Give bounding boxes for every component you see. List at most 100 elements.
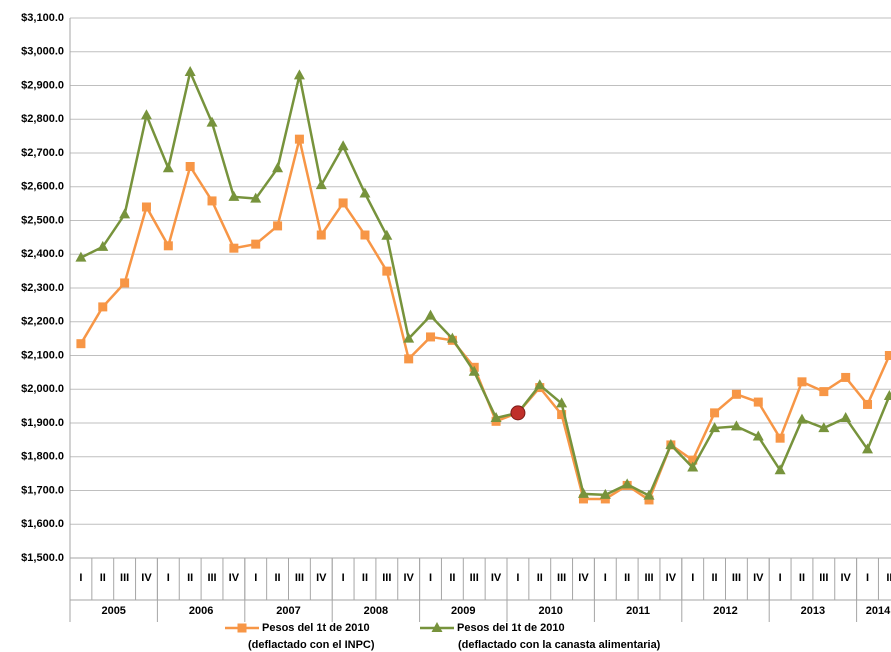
y-tick-label: $1,900.0 [21,417,64,429]
marker [774,464,786,475]
marker [557,410,567,420]
legend-label: Pesos del 1t de 2010 [262,622,370,634]
marker [752,430,764,441]
y-tick-label: $2,400.0 [21,248,64,260]
marker [753,397,763,407]
y-tick-label: $2,800.0 [21,113,64,125]
series-line [79,138,891,502]
marker [426,332,436,342]
x-tick-label: IV [666,572,677,584]
x-group-label: 2008 [364,605,388,617]
marker [818,422,830,433]
marker [360,230,370,240]
legend-marker [431,622,443,632]
marker [775,433,785,443]
x-tick-label: IV [753,572,764,584]
y-tick-label: $1,700.0 [21,484,64,496]
x-tick-label: III [207,572,216,584]
marker [840,411,852,422]
x-tick-label: I [254,572,257,584]
marker [251,239,261,249]
marker [490,411,502,422]
x-tick-label: I [866,572,869,584]
x-tick-label: III [295,572,304,584]
marker [273,221,283,231]
x-tick-label: II [799,572,805,584]
y-tick-label: $3,100.0 [21,12,64,24]
x-tick-label: II [537,572,543,584]
marker [140,109,152,120]
x-tick-label: III [819,572,828,584]
marker [446,332,458,343]
x-tick-label: II [100,572,106,584]
x-group-label: 2009 [451,605,475,617]
marker [862,443,874,454]
x-tick-label: I [604,572,607,584]
marker [665,438,677,449]
x-tick-label: II [275,572,281,584]
marker [162,162,174,173]
marker [97,240,109,251]
marker [293,69,305,80]
marker [315,179,327,190]
marker [185,162,195,171]
x-tick-label: IV [316,572,327,584]
marker [600,494,610,504]
marker [468,365,480,376]
marker [98,302,108,312]
x-tick-label: IV [491,572,502,584]
y-tick-label: $2,200.0 [21,316,64,328]
marker [884,351,891,360]
marker [534,379,546,390]
marker [644,495,654,505]
marker [841,372,851,382]
marker [730,420,742,431]
x-group-label: 2006 [189,605,213,617]
x-tick-label: II [362,572,368,584]
marker [556,397,568,408]
marker [577,487,589,498]
marker [119,208,131,219]
marker [404,354,414,364]
marker [163,241,173,251]
y-tick-label: $3,000.0 [21,46,64,58]
y-tick-label: $1,800.0 [21,451,64,463]
marker [228,190,240,201]
x-tick-label: I [79,572,82,584]
x-tick-label: IV [403,572,414,584]
x-tick-label: III [470,572,479,584]
marker [710,408,720,418]
marker [687,461,699,472]
marker [731,389,741,399]
highlight-point [510,405,526,421]
x-group-label: 2011 [626,605,650,617]
x-tick-label: IV [141,572,152,584]
x-tick-label: II [449,572,455,584]
x-tick-label: III [382,572,391,584]
x-tick-label: I [342,572,345,584]
y-tick-label: $2,000.0 [21,383,64,395]
x-tick-label: I [167,572,170,584]
marker [578,494,588,504]
marker [141,202,151,212]
x-tick-label: III [644,572,653,584]
marker [229,243,239,253]
legend-sublabel: (deflactado con la canasta alimentaria) [458,639,661,651]
marker [797,377,807,387]
x-tick-label: III [120,572,129,584]
x-tick-label: IV [578,572,589,584]
marker [338,198,348,208]
y-tick-label: $2,700.0 [21,147,64,159]
marker [403,332,415,343]
x-tick-label: III [732,572,741,584]
x-group-label: 2013 [801,605,825,617]
x-tick-label: IV [840,572,851,584]
y-tick-label: $2,500.0 [21,214,64,226]
marker [207,196,217,206]
y-tick-label: $2,600.0 [21,181,64,193]
marker [621,478,633,489]
x-tick-label: II [886,572,891,584]
marker [599,488,611,499]
legend-sublabel: (deflactado con el INPC) [248,639,375,651]
x-tick-label: III [557,572,566,584]
